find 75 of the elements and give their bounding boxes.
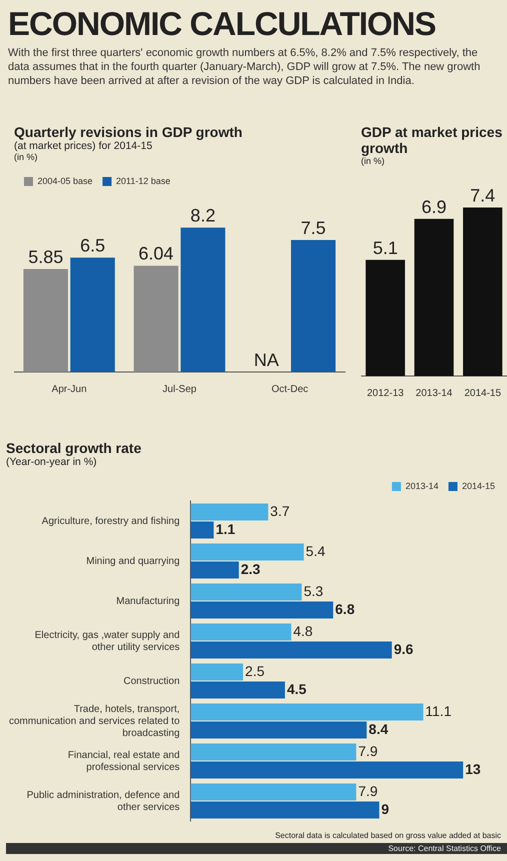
data-label: 13 <box>465 760 481 777</box>
chart-subtitle: (at market prices) for 2014-15 <box>14 140 154 152</box>
bar <box>190 503 268 521</box>
text: NA <box>254 350 279 370</box>
bar <box>70 258 115 372</box>
legend-label: 2011-12 base <box>116 176 170 186</box>
data-label: 4.5 <box>286 680 307 697</box>
bar <box>190 641 392 659</box>
data-label: 7.4 <box>470 185 496 206</box>
data-label: 8.4 <box>368 720 388 737</box>
data-label: 7.9 <box>358 742 378 759</box>
bar <box>190 583 302 601</box>
bar <box>190 743 356 761</box>
data-label: 5.85 <box>28 247 64 268</box>
data-label: 11.1 <box>425 702 452 719</box>
chart-title: Quarterly revisions in GDP growth <box>14 124 244 140</box>
data-label: 6.9 <box>421 196 447 217</box>
bar <box>190 623 292 641</box>
y-tick-label: Agriculture, forestry and fishing <box>42 516 180 527</box>
x-tick-label: 2012-13 <box>366 388 404 399</box>
x-tick-label: Oct-Dec <box>271 384 308 395</box>
bar <box>190 801 380 819</box>
text: ECONOMIC CALCULATIONS <box>8 4 437 44</box>
y-tick-label: Construction <box>124 676 180 687</box>
data-label: 6.5 <box>80 236 106 256</box>
data-label: 5.4 <box>306 542 326 559</box>
y-tick-label: Public administration, defence and other services <box>26 790 180 813</box>
x-tick-label: Jul-Sep <box>162 384 197 395</box>
bar <box>190 783 356 801</box>
data-label: 5.1 <box>372 238 398 258</box>
source-note: Source: Central Statistics Office <box>6 843 507 854</box>
bar <box>190 543 304 561</box>
y-axis-title: (in %) <box>14 152 39 163</box>
data-label: 5.3 <box>304 582 324 599</box>
x-tick-label: 2013-14 <box>416 388 453 399</box>
x-tick-label: Apr-Jun <box>52 384 87 395</box>
bar <box>134 266 178 372</box>
data-label: 3.7 <box>270 502 290 519</box>
data-label: 8.2 <box>190 206 216 226</box>
y-tick-label: Electricity, gas ,water supply and other utility services <box>34 630 180 653</box>
legend-label: 2014-15 <box>462 480 495 491</box>
bar <box>190 703 424 721</box>
text: (Year-on-year in %) <box>6 456 98 468</box>
data-label: 6.04 <box>138 244 174 264</box>
bar <box>190 721 367 739</box>
y-axis-title: (in %) <box>361 156 386 167</box>
data-label: 7.9 <box>358 782 378 799</box>
chart-title: GDP at market prices growth <box>361 124 504 156</box>
bar <box>291 240 336 372</box>
bar <box>190 681 285 699</box>
bar <box>190 761 464 779</box>
y-tick-label: Financial, real estate and professional services <box>68 750 180 773</box>
data-label: 9 <box>381 800 390 817</box>
text: Sectoral growth rate <box>6 440 142 456</box>
data-label: 6.8 <box>335 600 355 617</box>
bar <box>190 601 334 619</box>
data-label: 1.1 <box>216 520 236 537</box>
y-tick-label: Manufacturing <box>116 596 180 607</box>
legend-label: 2004-05 base <box>38 176 93 186</box>
text: Sectoral data is calculated based on gross value added at basic <box>274 830 502 841</box>
text: With the first three quarters' economic growth numbers at 6.5%, 8.2% and 7.5% respectively, the data assumes that in the fourth quarter (January-March), GDP will grow at 7.5%. The new growth numbers have been arrived at after a revision of the way GDP is calculated in India. <box>8 46 482 88</box>
x-tick-label: 2014-15 <box>464 388 502 399</box>
bar <box>23 269 68 372</box>
data-label: 9.6 <box>394 640 414 657</box>
data-label: 2.3 <box>240 560 261 577</box>
y-tick-label: Mining and quarrying <box>86 556 180 567</box>
bar <box>190 663 244 681</box>
data-label: 7.5 <box>300 218 326 238</box>
data-label: 4.8 <box>293 622 313 639</box>
bar <box>190 521 214 539</box>
data-label: 2.5 <box>245 662 265 679</box>
y-tick-label: Trade, hotels, transport, communication and services related to broadcasting <box>9 704 180 739</box>
bar <box>180 228 226 372</box>
bar <box>190 561 239 579</box>
legend-label: 2013-14 <box>405 480 438 491</box>
